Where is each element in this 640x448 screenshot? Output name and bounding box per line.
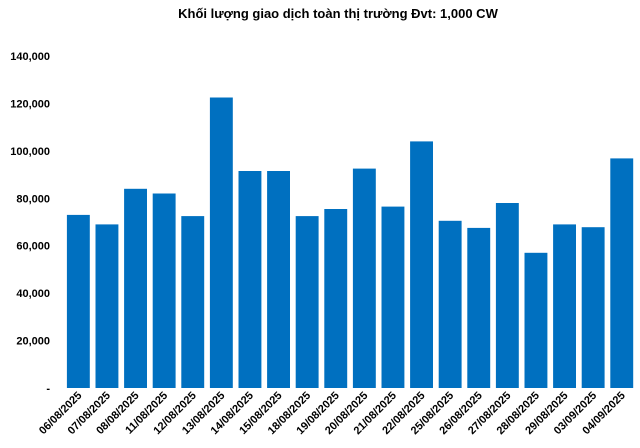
bar bbox=[553, 224, 576, 388]
bar bbox=[95, 224, 119, 388]
y-tick-label: 40,000 bbox=[16, 288, 50, 300]
bar bbox=[381, 206, 405, 388]
bar bbox=[467, 227, 491, 388]
bar bbox=[524, 252, 548, 388]
bar bbox=[124, 188, 147, 388]
y-tick-label: 120,000 bbox=[10, 98, 50, 110]
bar bbox=[181, 216, 205, 388]
bar bbox=[238, 171, 262, 388]
y-axis: - 20,000 40,000 60,000 80,000 100,000 120,000 1… bbox=[10, 51, 50, 395]
bar bbox=[438, 220, 462, 388]
bar bbox=[495, 203, 519, 388]
bar bbox=[295, 216, 319, 388]
bar bbox=[267, 171, 290, 388]
bar bbox=[610, 158, 634, 388]
y-tick-label: - bbox=[46, 383, 50, 395]
bar bbox=[324, 209, 348, 388]
bar bbox=[66, 214, 90, 388]
bar bbox=[209, 97, 233, 388]
bars bbox=[66, 97, 634, 388]
x-axis: 06/08/202507/08/202508/08/202511/08/2025… bbox=[37, 390, 628, 437]
chart-title: Khối lượng giao dịch toàn thị trường Đvt… bbox=[178, 6, 498, 21]
y-tick-label: 80,000 bbox=[16, 193, 50, 205]
bar bbox=[152, 193, 176, 388]
y-tick-label: 140,000 bbox=[10, 51, 50, 63]
y-tick-label: 100,000 bbox=[10, 146, 50, 158]
bar bbox=[581, 227, 605, 388]
y-tick-label: 60,000 bbox=[16, 241, 50, 253]
bar bbox=[410, 141, 433, 388]
bar bbox=[352, 168, 376, 388]
y-tick-label: 20,000 bbox=[16, 336, 50, 348]
